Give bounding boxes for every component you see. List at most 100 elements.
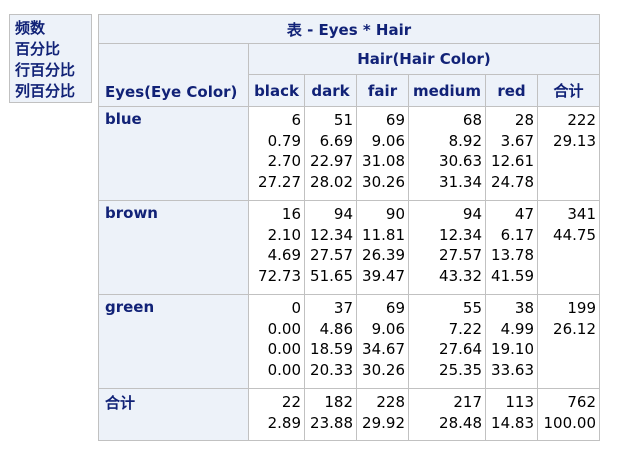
cell-percent: 29.13: [553, 131, 596, 150]
cell-frequency: 6: [291, 111, 301, 129]
cell-frequency: 94: [333, 205, 353, 223]
statistics-legend: 频数 百分比 行百分比 列百分比: [9, 14, 92, 103]
cell-frequency: 228: [376, 393, 405, 411]
cell-frequency: 69: [385, 111, 405, 129]
cell: 68 8.92 30.63 31.34: [408, 106, 486, 201]
cell-percent: 12.34: [439, 225, 482, 244]
total-cell: 341 44.75: [537, 200, 600, 295]
cell-percent: 11.81: [362, 225, 405, 244]
cell-frequency: 55: [462, 299, 482, 317]
cell-row-percent: 22.97: [310, 152, 353, 171]
cell-col-percent: 72.73: [258, 267, 301, 286]
cell-percent: 7.22: [448, 319, 482, 338]
cell-frequency: 51: [333, 111, 353, 129]
cell-percent: 28.48: [439, 413, 482, 432]
cell: 47 6.17 13.78 41.59: [485, 200, 538, 295]
cell-frequency: 47: [514, 205, 534, 223]
legend-row-percent: 行百分比: [15, 61, 76, 79]
cell-row-percent: 13.78: [491, 246, 534, 265]
cell-percent: 0.79: [267, 131, 301, 150]
cell: 38 4.99 19.10 33.63: [485, 294, 538, 389]
cell-col-percent: 51.65: [310, 267, 353, 286]
row-variable-header: Eyes(Eye Color): [98, 43, 249, 107]
cell-row-percent: 4.69: [267, 246, 301, 265]
cell: 37 4.86 18.59 20.33: [304, 294, 357, 389]
table-row-brown: brown 16 2.10 4.69 72.73 94 12.34 27.57 51.65 …: [98, 200, 600, 295]
table-title: 表 - Eyes * Hair: [98, 14, 600, 44]
cell-frequency: 69: [385, 299, 405, 317]
cell-frequency: 0: [291, 299, 301, 317]
cell: 16 2.10 4.69 72.73: [248, 200, 305, 295]
cell: 28 3.67 12.61 24.78: [485, 106, 538, 201]
cell-frequency: 16: [281, 205, 301, 223]
row-variable-label: Eyes(Eye Color): [105, 83, 238, 101]
table-row-blue: blue 6 0.79 2.70 27.27 51 6.69 22.97 28.02 69 9…: [98, 106, 600, 201]
cell-row-percent: 18.59: [310, 340, 353, 359]
cell-row-percent: 19.10: [491, 340, 534, 359]
cell-percent: 8.92: [448, 131, 482, 150]
total-cell: 217 28.48: [408, 388, 486, 441]
total-cell: 182 23.88: [304, 388, 357, 441]
cell-frequency: 28: [514, 111, 534, 129]
cell-row-percent: 34.67: [362, 340, 405, 359]
cell-row-percent: 27.57: [439, 246, 482, 265]
cell-row-percent: 31.08: [362, 152, 405, 171]
cell-frequency: 90: [385, 205, 405, 223]
cell-percent: 9.06: [371, 319, 405, 338]
cell-frequency: 22: [281, 393, 301, 411]
cell-row-percent: 27.57: [310, 246, 353, 265]
cell-col-percent: 30.26: [362, 361, 405, 380]
cell-percent: 4.99: [500, 319, 534, 338]
cell-col-percent: 25.35: [439, 361, 482, 380]
col-header-red: red: [485, 74, 538, 107]
cell-percent: 9.06: [371, 131, 405, 150]
cell-col-percent: 28.02: [310, 173, 353, 192]
cell: 6 0.79 2.70 27.27: [248, 106, 305, 201]
col-header-total: 合计: [537, 74, 600, 107]
total-cell: 228 29.92: [356, 388, 409, 441]
row-header-green: green: [98, 294, 249, 389]
cell-percent: 12.34: [310, 225, 353, 244]
cell-frequency: 762: [567, 393, 596, 411]
cell-percent: 100.00: [543, 413, 597, 432]
cell-col-percent: 24.78: [491, 173, 534, 192]
cell-col-percent: 33.63: [491, 361, 534, 380]
cell-frequency: 182: [324, 393, 353, 411]
cell-percent: 29.92: [362, 413, 405, 432]
total-cell: 199 26.12: [537, 294, 600, 389]
cell-col-percent: 39.47: [362, 267, 405, 286]
cell-col-percent: 43.32: [439, 267, 482, 286]
cell-frequency: 37: [333, 299, 353, 317]
legend-frequency: 频数: [15, 19, 46, 37]
cell: 55 7.22 27.64 25.35: [408, 294, 486, 389]
cell-row-percent: 2.70: [267, 152, 301, 171]
col-header-dark: dark: [304, 74, 357, 107]
grand-total-cell: 762 100.00: [537, 388, 600, 441]
cell-percent: 23.88: [310, 413, 353, 432]
cell-row-percent: 27.64: [439, 340, 482, 359]
cell-row-percent: 0.00: [267, 340, 301, 359]
cell-frequency: 199: [567, 299, 596, 317]
crosstab-table: 表 - Eyes * Hair Eyes(Eye Color) Hair(Hai…: [98, 14, 600, 441]
cell: 51 6.69 22.97 28.02: [304, 106, 357, 201]
cell-percent: 26.12: [553, 319, 596, 338]
cell: 94 12.34 27.57 51.65: [304, 200, 357, 295]
total-cell: 222 29.13: [537, 106, 600, 201]
cell-col-percent: 30.26: [362, 173, 405, 192]
cell-percent: 0.00: [267, 319, 301, 338]
column-variable-header: Hair(Hair Color): [248, 43, 600, 75]
cell-frequency: 222: [567, 111, 596, 129]
cell-frequency: 94: [462, 205, 482, 223]
table-row-green: green 0 0.00 0.00 0.00 37 4.86 18.59 20.33 69 9…: [98, 294, 600, 389]
cell-percent: 3.67: [500, 131, 534, 150]
cell-row-percent: 26.39: [362, 246, 405, 265]
cell: 69 9.06 31.08 30.26: [356, 106, 409, 201]
cell: 94 12.34 27.57 43.32: [408, 200, 486, 295]
cell-col-percent: 31.34: [439, 173, 482, 192]
cell-frequency: 113: [505, 393, 534, 411]
row-header-brown: brown: [98, 200, 249, 295]
cell-percent: 2.10: [267, 225, 301, 244]
cell-percent: 4.86: [319, 319, 353, 338]
row-header-total: 合计: [98, 388, 249, 441]
col-header-fair: fair: [356, 74, 409, 107]
